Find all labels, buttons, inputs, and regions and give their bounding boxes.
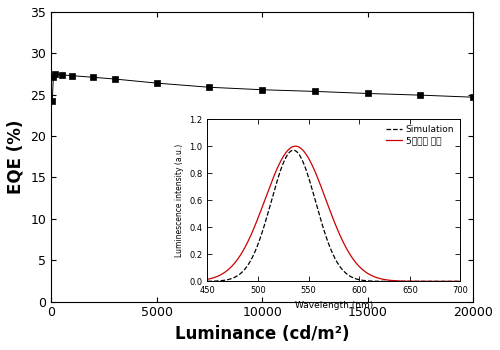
- X-axis label: Luminance (cd/m²): Luminance (cd/m²): [175, 325, 350, 343]
- Y-axis label: EQE (%): EQE (%): [7, 120, 25, 194]
